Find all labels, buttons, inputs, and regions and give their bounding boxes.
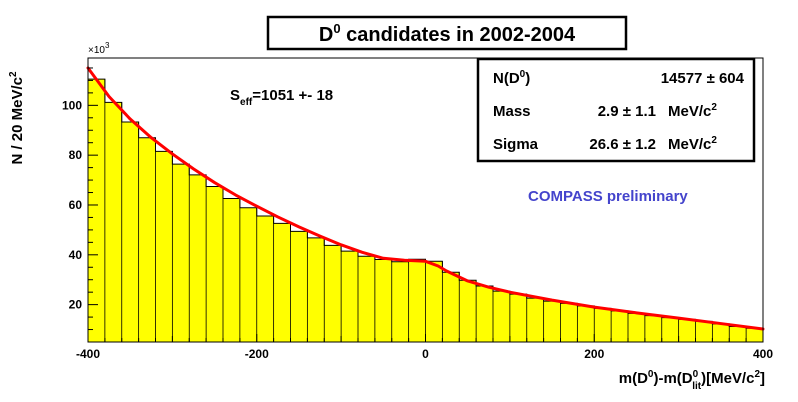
fit-value-sigma: 26.6 ± 1.2	[589, 136, 656, 153]
histogram-bar	[543, 301, 561, 342]
histogram-bar	[391, 261, 409, 342]
histogram-bar	[324, 245, 342, 342]
x-tick-label: -400	[76, 347, 100, 361]
histogram-bar	[526, 298, 544, 342]
fit-unit-mass: MeV/c2	[668, 102, 717, 120]
axes: -400 -200 0 200 400 20 40 60 80 100	[62, 57, 773, 361]
histogram-bar	[121, 122, 139, 342]
histogram-bar	[459, 280, 477, 342]
histogram-bar	[374, 259, 392, 342]
histogram-bar	[408, 259, 426, 342]
y-axis-label: N / 20 MeV/c2	[8, 71, 26, 165]
histogram-bar	[172, 164, 190, 342]
histogram-bar	[138, 137, 156, 342]
fit-value-n: 14577 ± 604	[661, 70, 745, 87]
histogram-bar	[661, 317, 679, 342]
histogram-bar	[358, 256, 375, 342]
x-tick-label: 0	[422, 347, 429, 361]
fit-unit-sigma: MeV/c2	[668, 135, 717, 153]
histogram-bar	[239, 207, 257, 342]
fit-label-sigma: Sigma	[493, 136, 539, 153]
histogram-bar	[189, 174, 207, 342]
histogram-bar	[695, 321, 713, 342]
histogram-bar	[290, 231, 308, 342]
histogram-bar	[678, 319, 696, 342]
fit-label-n: N(D0)	[493, 69, 530, 87]
histogram-bar	[476, 285, 493, 342]
seff-annotation: Seff=1051 +- 18	[230, 87, 333, 108]
histogram-bar	[644, 315, 662, 342]
histogram-bar	[341, 251, 358, 342]
preliminary-label: COMPASS preliminary	[528, 188, 688, 205]
y-multiplier: ×103	[88, 41, 110, 56]
x-tick-label: 400	[753, 347, 773, 361]
chart-title: D0 candidates in 2002-2004	[319, 21, 576, 46]
histogram-bar	[611, 310, 628, 342]
y-tick-label: 80	[69, 148, 83, 162]
histogram-bar	[88, 79, 105, 342]
histogram-bar	[509, 294, 527, 342]
histogram-bar	[223, 198, 240, 342]
y-tick-label: 100	[62, 98, 82, 112]
histogram-bar	[206, 186, 223, 342]
y-tick-label: 40	[69, 248, 83, 262]
histogram-bar	[307, 237, 325, 342]
fit-results-box: N(D0) 14577 ± 604 Mass 2.9 ± 1.1 MeV/c2 …	[476, 57, 756, 163]
histogram-bar	[442, 272, 460, 342]
histogram-bar	[425, 261, 443, 342]
x-axis-label: m(D0)-m(D0 lit)[MeV/c2]	[619, 369, 765, 392]
plot-area	[86, 66, 765, 342]
histogram-bar	[155, 151, 173, 342]
fit-curve	[86, 66, 765, 331]
fit-value-mass: 2.9 ± 1.1	[598, 103, 656, 120]
histogram-bar	[594, 308, 612, 342]
histogram-bar	[577, 305, 595, 342]
x-tick-label: -200	[245, 347, 269, 361]
histogram-bar	[560, 303, 578, 342]
title-box	[266, 15, 628, 51]
y-tick-label: 20	[69, 298, 83, 312]
histogram-bar	[628, 313, 645, 342]
fit-label-mass: Mass	[493, 103, 531, 120]
histogram-bar	[256, 215, 274, 342]
histogram-bar	[493, 291, 510, 342]
histogram-bar	[273, 223, 291, 342]
histogram-bar	[104, 102, 122, 342]
x-tick-label: 200	[584, 347, 604, 361]
y-tick-label: 60	[69, 198, 83, 212]
histogram-bar	[746, 328, 763, 342]
histogram-bar	[712, 323, 730, 342]
histogram-bar	[729, 326, 747, 342]
